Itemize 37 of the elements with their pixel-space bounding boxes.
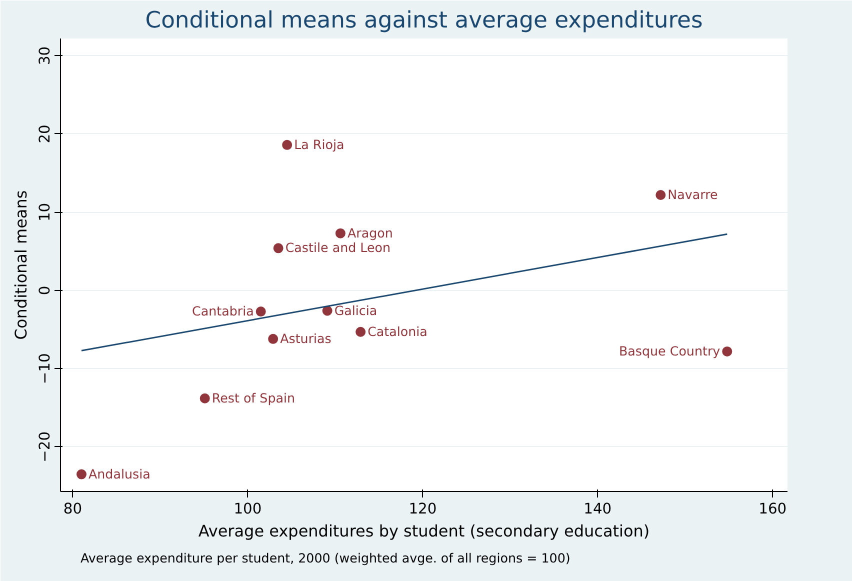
x-tick-label: 120 bbox=[408, 500, 437, 518]
annotation: Castile and Leon bbox=[285, 240, 391, 256]
y-tick-label: 0 bbox=[36, 286, 54, 296]
x-tick-label: 80 bbox=[63, 500, 82, 518]
point bbox=[356, 326, 366, 337]
point bbox=[335, 228, 346, 238]
annotation: Asturias bbox=[280, 330, 332, 346]
annotation: Galicia bbox=[334, 302, 378, 318]
chart-title: Conditional means against average expenditures bbox=[145, 8, 703, 34]
annotation: Andalusia bbox=[88, 466, 150, 482]
y-tick-label: 20 bbox=[36, 124, 54, 144]
y-axis-title: Conditional means bbox=[12, 190, 30, 340]
point bbox=[722, 346, 732, 356]
annotation: Navarre bbox=[668, 186, 718, 202]
annotation: Rest of Spain bbox=[212, 390, 296, 406]
point bbox=[76, 469, 86, 480]
annotation: Basque Country bbox=[618, 343, 721, 358]
text: Average expenditure per student, 2000 (weighted avge. of all regions = 100) bbox=[80, 550, 570, 566]
x-tick-label: 140 bbox=[584, 500, 612, 518]
x-axis-title: Average expenditures by student (secondary education) bbox=[198, 522, 650, 540]
y-tick-label: 30 bbox=[36, 46, 54, 66]
point bbox=[656, 190, 666, 200]
point bbox=[256, 306, 266, 317]
x-tick-label: 160 bbox=[758, 500, 787, 518]
annotation: Catalonia bbox=[368, 324, 428, 339]
x-tick-label: 100 bbox=[234, 500, 262, 518]
point bbox=[200, 393, 210, 404]
y-tick-label: −20 bbox=[36, 431, 54, 462]
point bbox=[273, 243, 284, 254]
annotation: Aragon bbox=[347, 225, 393, 240]
point bbox=[268, 334, 278, 344]
point bbox=[322, 306, 332, 316]
annotation: La Rioja bbox=[294, 136, 344, 152]
y-tick-label: −10 bbox=[36, 353, 54, 384]
annotation: Cantabria bbox=[192, 304, 254, 319]
point bbox=[282, 140, 292, 150]
y-tick-label: 10 bbox=[36, 202, 54, 222]
